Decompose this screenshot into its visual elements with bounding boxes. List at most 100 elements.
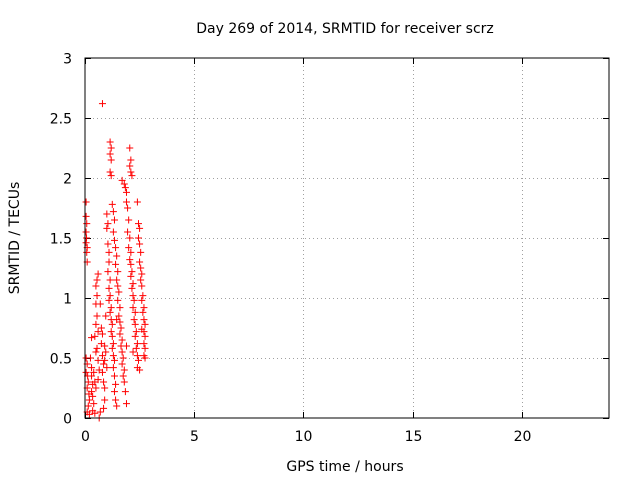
data-point (127, 248, 135, 256)
data-point (112, 380, 120, 388)
data-point (113, 276, 121, 284)
data-point (91, 409, 99, 417)
data-point (112, 260, 120, 268)
data-point (131, 308, 139, 316)
data-point (98, 330, 106, 338)
data-point (140, 304, 148, 312)
data-point (92, 348, 100, 356)
x-tick-label: 20 (514, 429, 532, 445)
data-point (110, 216, 118, 224)
y-tick-label: 2 (63, 172, 72, 188)
data-point (113, 402, 121, 410)
data-point (82, 212, 90, 220)
data-point (137, 264, 145, 272)
data-point (96, 408, 104, 416)
data-point (114, 282, 122, 290)
data-point (94, 376, 102, 384)
data-point (120, 180, 128, 188)
data-point (139, 292, 147, 300)
data-point (130, 316, 138, 324)
data-point (101, 356, 109, 364)
data-point (106, 168, 114, 176)
data-point (105, 248, 113, 256)
data-point (138, 325, 146, 333)
data-point (133, 352, 141, 360)
data-point (106, 292, 114, 300)
data-point (84, 402, 92, 410)
data-point (92, 384, 100, 392)
data-point (125, 244, 133, 252)
data-point (93, 344, 101, 352)
data-point (82, 239, 90, 247)
data-point (124, 204, 132, 212)
data-point (100, 404, 108, 412)
data-point (105, 258, 113, 266)
data-point (91, 332, 99, 340)
data-point (134, 356, 142, 364)
data-point (139, 308, 147, 316)
data-point (118, 348, 126, 356)
data-point (94, 328, 102, 336)
data-point (118, 336, 126, 344)
data-point (138, 270, 146, 278)
y-tick-label: 1 (63, 292, 72, 308)
data-point (133, 340, 141, 348)
y-tick-label: 2.5 (50, 112, 72, 128)
data-point (98, 368, 106, 376)
data-point (141, 344, 149, 352)
data-point (136, 240, 144, 248)
data-point (141, 332, 149, 340)
data-point (107, 144, 115, 152)
x-axis-label: GPS time / hours (286, 459, 403, 475)
data-point (107, 156, 115, 164)
data-point (88, 388, 96, 396)
data-point (141, 354, 149, 362)
plot-frame (84, 57, 610, 419)
data-point (134, 220, 142, 228)
data-point (105, 284, 113, 292)
data-points (82, 100, 149, 422)
data-point (129, 280, 137, 288)
data-point (104, 240, 112, 248)
data-point (96, 300, 104, 308)
data-point (121, 184, 129, 192)
data-point (136, 224, 144, 232)
data-point (125, 216, 133, 224)
data-point (127, 168, 135, 176)
data-point (93, 276, 101, 284)
data-point (93, 292, 101, 300)
data-point (101, 396, 109, 404)
data-point (133, 198, 141, 206)
data-point (122, 400, 130, 408)
data-point (97, 324, 105, 332)
data-point (101, 342, 109, 350)
data-point (108, 200, 116, 208)
data-point (132, 328, 140, 336)
data-point (90, 368, 98, 376)
data-point (105, 296, 113, 304)
data-point (131, 320, 139, 328)
grid-lines (85, 58, 609, 418)
data-point (100, 360, 108, 368)
data-point (127, 156, 135, 164)
data-point (82, 228, 90, 236)
data-point (141, 320, 149, 328)
data-point (114, 296, 122, 304)
data-point (120, 366, 128, 374)
data-point (138, 296, 146, 304)
data-point (83, 248, 91, 256)
data-point (119, 354, 127, 362)
data-point (94, 356, 102, 364)
data-point (116, 330, 124, 338)
data-point (129, 304, 137, 312)
data-point (121, 388, 129, 396)
data-point (124, 228, 132, 236)
data-point (107, 172, 115, 180)
data-point (119, 372, 127, 380)
data-point (110, 388, 118, 396)
data-point (112, 244, 120, 252)
data-point (93, 312, 101, 320)
data-point (129, 348, 137, 356)
data-point (86, 354, 94, 362)
